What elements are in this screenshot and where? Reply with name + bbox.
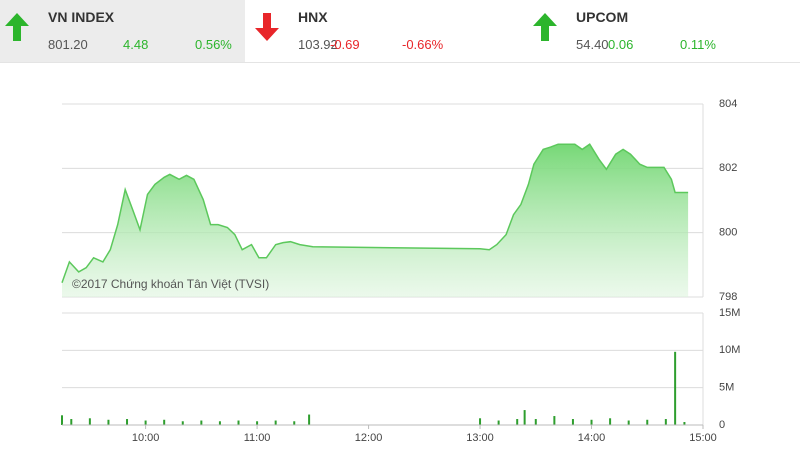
volume-bar: [534, 419, 537, 425]
index-name: VN INDEX: [48, 9, 115, 25]
volume-bar: [571, 419, 574, 425]
volume-bar: [627, 420, 630, 425]
y-tick-label: 802: [719, 162, 737, 174]
volume-bar: [237, 420, 240, 425]
volume-bar: [274, 420, 277, 425]
volume-bar: [553, 416, 556, 425]
y-tick-label: 804: [719, 98, 737, 110]
volume-bar: [88, 418, 91, 425]
index-percent: -0.66%: [402, 37, 444, 52]
volume-bar: [523, 410, 526, 425]
index-change: 0.06: [608, 37, 634, 52]
volume-bar: [516, 419, 519, 425]
volume-bar: [308, 414, 311, 425]
volume-bar: [256, 421, 259, 425]
y-tick-label: 15M: [719, 307, 740, 319]
down-arrow: [255, 13, 279, 41]
index-header: VN INDEX 801.20 4.48 0.56% HNX 103.92 -0.69 -0.…: [0, 0, 800, 63]
volume-bar: [218, 421, 221, 425]
index-name: UPCOM: [576, 9, 629, 25]
up-arrow: [533, 13, 557, 41]
volume-bar: [590, 419, 593, 425]
volume-bar: [107, 419, 110, 425]
x-tick-label: 13:00: [466, 432, 494, 444]
volume-bar: [200, 420, 203, 425]
volume-bar: [664, 419, 667, 425]
x-tick-label: 14:00: [578, 432, 606, 444]
index-percent: 0.11%: [680, 37, 716, 52]
index-panel[interactable]: HNX 103.92 -0.69 -0.66%: [250, 0, 495, 62]
index-name: HNX: [298, 9, 328, 25]
index-last: 103.92: [298, 37, 338, 52]
volume-bar: [163, 419, 166, 425]
y-tick-label: 10M: [719, 344, 740, 356]
volume-bar: [61, 415, 63, 425]
price-line: [61, 143, 689, 284]
area-fill: [62, 144, 689, 297]
index-panel[interactable]: VN INDEX 801.20 4.48 0.56%: [0, 0, 245, 62]
x-tick-label: 10:00: [132, 432, 160, 444]
watermark: ©2017 Chứng khoán Tân Việt (TVSI): [72, 277, 269, 291]
x-tick-label: 12:00: [355, 432, 383, 444]
volume-bar: [683, 422, 686, 425]
index-last: 54.40: [576, 37, 609, 52]
y-tick-label: 798: [719, 291, 737, 303]
index-panel[interactable]: UPCOM 54.40 0.06 0.11%: [528, 0, 773, 62]
index-percent: 0.56%: [195, 37, 232, 52]
volume-bar: [181, 421, 184, 425]
volume-bar: [497, 420, 500, 425]
volume-bar: [70, 419, 73, 425]
volume-bar: [144, 420, 147, 425]
y-tick-label: 0: [719, 419, 725, 431]
up-arrow: [5, 13, 29, 41]
index-change: -0.69: [330, 37, 360, 52]
index-last: 801.20: [48, 37, 88, 52]
y-tick-label: 5M: [719, 382, 734, 394]
volume-bar: [646, 419, 649, 425]
volume-bar: [479, 418, 482, 425]
volume-bar: [674, 351, 677, 425]
volume-bar: [126, 419, 129, 425]
index-change: 4.48: [123, 37, 149, 52]
y-tick-label: 800: [719, 227, 737, 239]
volume-bar: [609, 418, 612, 425]
chart: 798 800 802 804 ©2017 Chứng khoán Tân Việt (…: [61, 98, 740, 444]
x-tick-label: 15:00: [689, 432, 717, 444]
volume-bar: [293, 421, 296, 425]
x-tick-label: 11:00: [244, 432, 271, 444]
